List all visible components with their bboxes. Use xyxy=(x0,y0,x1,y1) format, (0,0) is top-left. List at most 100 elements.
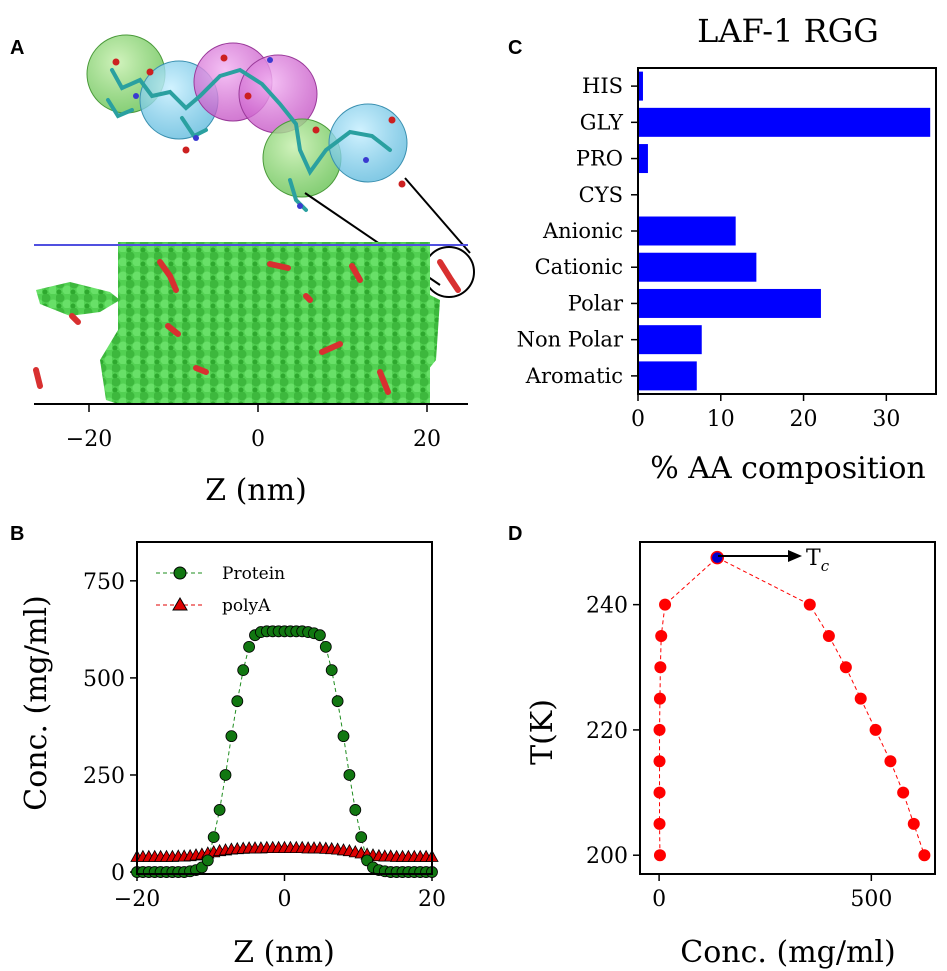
bar-gly xyxy=(638,107,931,137)
protein-point xyxy=(201,854,214,867)
rendered-protein-chain-image xyxy=(86,34,408,212)
protein-point xyxy=(349,804,362,816)
protein-point xyxy=(355,831,368,844)
bar-his xyxy=(638,71,643,101)
bar-anionic xyxy=(638,216,736,246)
panel-b-y-tick-label: 750 xyxy=(83,570,125,595)
dilute-phase-point xyxy=(653,849,666,862)
dense-phase-point xyxy=(897,786,910,799)
panel-c-label: C xyxy=(508,37,522,59)
bar-pro xyxy=(638,144,648,174)
panel-a-tick-label: 0 xyxy=(251,427,265,452)
tc-label: Tc xyxy=(806,546,830,575)
panel-c-x-label: % AA composition xyxy=(650,451,926,486)
panel-b-x-label: Z (nm) xyxy=(233,935,335,970)
panel-a-label: A xyxy=(10,37,24,59)
dilute-phase-point xyxy=(659,598,672,611)
panel-d-x-label: Conc. (mg/ml) xyxy=(680,935,895,970)
panel-d-axes-frame xyxy=(639,541,936,875)
dilute-phase-point xyxy=(655,629,668,642)
protein-point xyxy=(231,695,244,708)
panel-b-concentration-profile: B Conc. (mg/ml) Z (nm) −20 0 200250500750 … xyxy=(10,523,446,970)
critical-temperature-annotation: Tc xyxy=(718,546,830,575)
category-label: Anionic xyxy=(542,219,623,243)
dilute-phase-point xyxy=(653,723,666,736)
panel-d-y-label: T(K) xyxy=(525,699,560,765)
category-label: Cationic xyxy=(535,255,623,279)
legend-protein-marker xyxy=(173,566,187,580)
category-label: Polar xyxy=(568,291,624,315)
panel-d-phase-diagram: D T(K) Conc. (mg/ml) 0 500 200 220 240 Tc xyxy=(508,523,936,970)
binodal-line xyxy=(659,557,925,856)
panel-c-aa-composition: C LAF-1 RGG % AA composition HIS GLY PRO CY… xyxy=(508,12,937,486)
protein-point xyxy=(237,664,250,677)
panel-b-legend: Protein polyA xyxy=(156,564,285,616)
category-label: Aromatic xyxy=(525,364,623,388)
protein-point xyxy=(319,640,332,653)
panel-a-x-label: Z (nm) xyxy=(205,473,307,508)
series-line-protein xyxy=(137,630,432,873)
dense-phase-point xyxy=(822,629,835,642)
panel-c-title: LAF-1 RGG xyxy=(697,12,879,50)
protein-point xyxy=(207,831,220,844)
dilute-phase-point xyxy=(653,692,666,705)
panel-c-axes-frame xyxy=(637,67,937,395)
protein-point xyxy=(225,730,238,743)
panel-b-y-tick-label: 250 xyxy=(83,764,125,789)
dilute-phase-point xyxy=(653,786,666,799)
legend-polya-label: polyA xyxy=(222,596,271,616)
protein-point xyxy=(331,695,344,708)
panel-a-x-axis: −20 0 20 Z (nm) xyxy=(66,404,441,508)
panel-a-tick-label: 20 xyxy=(413,427,441,452)
dilute-phase-point xyxy=(653,755,666,768)
protein-point xyxy=(219,769,232,781)
dense-phase-point xyxy=(803,598,816,611)
panel-b-x-tick-label: 20 xyxy=(418,887,446,912)
panel-c-x-tick-label: 30 xyxy=(872,407,900,432)
panel-b-label: B xyxy=(10,523,24,545)
protein-point xyxy=(337,730,350,743)
dilute-phase-point xyxy=(653,817,666,830)
dense-phase-point xyxy=(869,723,882,736)
panel-a-simulation: A xyxy=(10,34,475,508)
protein-point xyxy=(325,664,338,677)
legend-protein-label: Protein xyxy=(222,564,285,584)
category-label: PRO xyxy=(576,147,623,171)
category-label: GLY xyxy=(580,110,624,134)
panel-b-x-tick-label: 0 xyxy=(278,887,292,912)
dense-phase-point xyxy=(907,817,920,830)
dense-phase-point xyxy=(839,661,852,674)
critical-point xyxy=(710,550,725,565)
legend-polya-marker xyxy=(172,597,188,611)
dilute-phase-point xyxy=(654,661,667,674)
bar-non-polar xyxy=(638,325,702,355)
panel-d-x-tick-label: 0 xyxy=(652,887,666,912)
panel-b-x-tick-label: −20 xyxy=(114,887,160,912)
panel-c-x-tick-label: 10 xyxy=(707,407,735,432)
panel-d-y-tick-label: 220 xyxy=(586,719,628,744)
bar-polar xyxy=(638,288,821,318)
panel-d-label: D xyxy=(508,523,522,545)
arrow-head-icon xyxy=(788,550,802,562)
protein-point xyxy=(313,629,326,642)
protein-point xyxy=(243,640,256,653)
dense-phase-point xyxy=(918,849,931,862)
dense-phase-point xyxy=(884,755,897,768)
panel-d-x-tick-label: 500 xyxy=(850,887,892,912)
dense-phase-point xyxy=(854,692,867,705)
protein-point xyxy=(343,769,356,781)
slab-rendering xyxy=(33,242,468,405)
category-label: Non Polar xyxy=(517,328,624,352)
panel-d-y-tick-label: 200 xyxy=(586,844,628,869)
panel-b-axes-frame xyxy=(136,541,433,875)
panel-a-tick-label: −20 xyxy=(66,427,112,452)
panel-c-x-tick-label: 0 xyxy=(631,407,645,432)
panel-d-y-tick-label: 240 xyxy=(586,594,628,619)
panel-c-x-tick-label: 20 xyxy=(790,407,818,432)
category-label: CYS xyxy=(579,183,623,207)
panel-b-y-tick-label: 500 xyxy=(83,667,125,692)
category-label: HIS xyxy=(582,74,623,98)
panel-b-y-tick-label: 0 xyxy=(111,861,125,886)
protein-point xyxy=(213,804,226,816)
